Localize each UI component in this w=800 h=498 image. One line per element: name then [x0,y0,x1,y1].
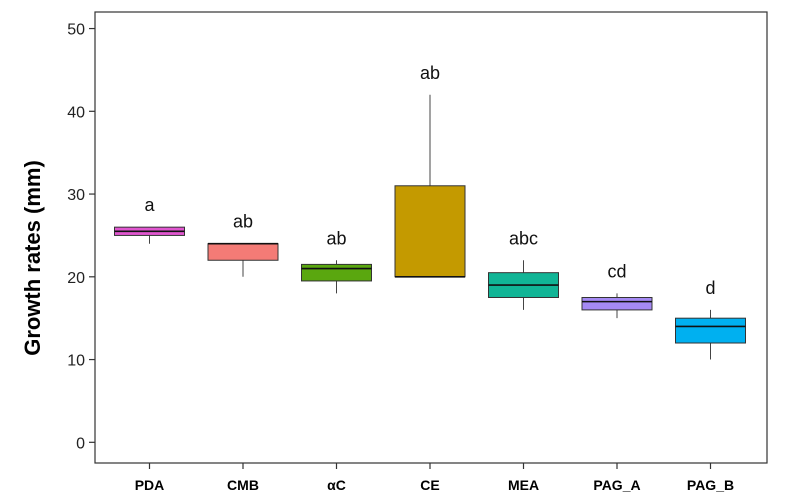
significance-label: d [705,278,715,298]
y-axis: 0 10 20 30 40 50 [67,22,95,452]
x-tick-label: PDA [135,477,165,493]
box-body [301,263,372,282]
boxes [114,94,746,360]
x-tick-label: CE [420,477,439,493]
box-cmb [207,242,279,277]
box-body [675,317,746,344]
y-tick-label: 30 [67,187,85,204]
box-pda [114,226,185,244]
significance-labels: a ab ab ab abc cd d [144,63,715,298]
x-tick-label: MEA [508,477,539,493]
box-body [581,296,653,311]
significance-label: abc [509,228,538,248]
y-tick-label: 50 [67,22,85,39]
x-tick-label: CMB [227,477,259,493]
significance-label: ab [233,212,253,232]
box-mea [488,260,559,310]
y-tick-label: 10 [67,353,85,370]
box-pag_b [675,309,746,360]
x-tick-label: PAG_A [593,477,640,493]
y-tick-label: 0 [76,435,85,452]
significance-label: a [144,195,155,215]
significance-label: ab [420,63,440,83]
box-body [394,185,466,278]
x-axis: PDA CMB αC CE MEA PAG_A PAG_B [135,463,734,493]
y-tick-label: 40 [67,104,85,121]
significance-label: cd [607,261,626,281]
significance-label: ab [326,228,346,248]
y-axis-title: Growth rates (mm) [20,160,45,356]
x-tick-label: αC [327,477,346,493]
box-pag_a [581,293,653,319]
box-ce [394,94,466,278]
box-body [207,243,279,261]
x-tick-label: PAG_B [687,477,734,493]
box-αc [301,260,372,294]
y-tick-label: 20 [67,270,85,287]
